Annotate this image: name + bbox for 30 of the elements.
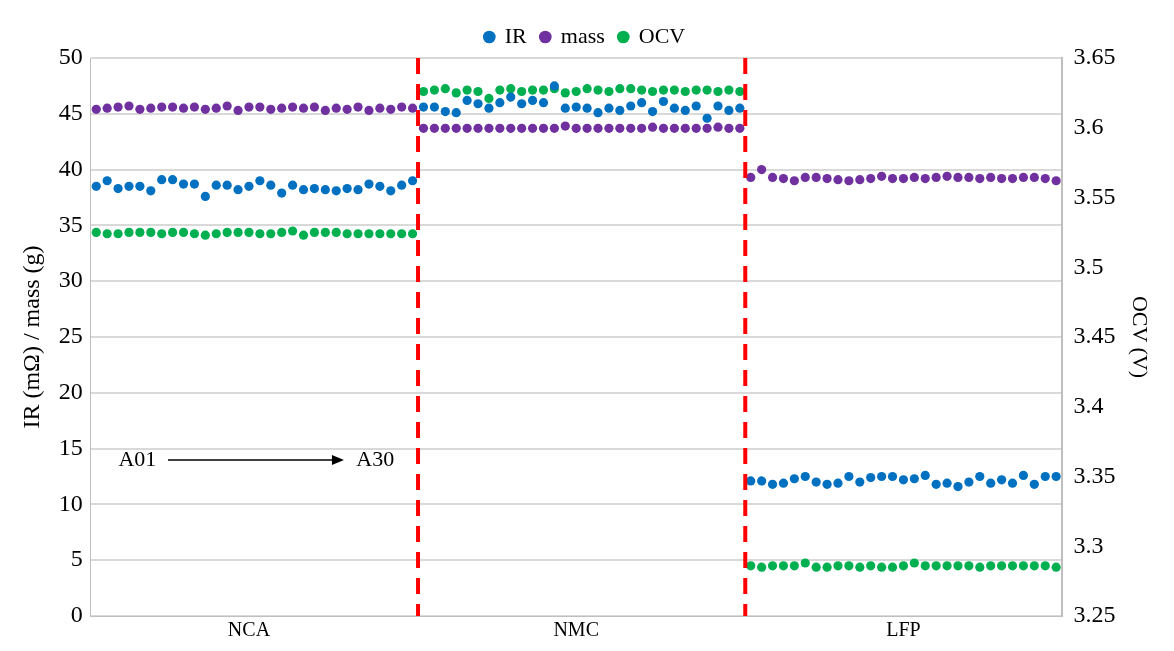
y2-tick-label: 3.4 [1073,392,1104,419]
y2-tick-label: 3.3 [1073,531,1104,558]
annotation: A01 [118,445,157,471]
annotation: A30 [356,445,395,471]
x-tick-label: NCA [227,618,271,641]
y-tick-label: 0 [70,601,83,628]
y2-tick-label: 3.45 [1073,322,1116,349]
y-tick-label: 10 [58,489,83,516]
y2-axis-title: OCV (V) [1128,295,1154,379]
y-tick-label: 25 [58,322,83,349]
y-tick-label: 50 [58,43,83,70]
y-tick-label: 40 [58,154,83,181]
legend-label: IR [504,22,528,48]
y-tick-label: 30 [58,266,83,293]
y2-tick-label: 3.5 [1073,252,1104,279]
y-axis-title: IR (mΩ) / mass (g) [17,245,44,429]
y-tick-label: 45 [58,99,83,126]
y-tick-label: 35 [58,210,83,237]
y-tick-label: 15 [58,433,83,460]
x-tick-label: LFP [886,618,921,641]
y2-tick-label: 3.25 [1073,601,1116,628]
y2-tick-label: 3.6 [1073,113,1104,140]
y-tick-label: 5 [70,545,83,572]
y2-tick-label: 3.55 [1073,182,1116,209]
y2-tick-label: 3.65 [1073,43,1116,70]
y2-tick-label: 3.35 [1073,461,1116,488]
legend-label: mass [560,22,605,48]
legend-label: OCV [638,22,686,48]
y-tick-label: 20 [58,378,83,405]
x-tick-label: NMC [553,618,599,641]
